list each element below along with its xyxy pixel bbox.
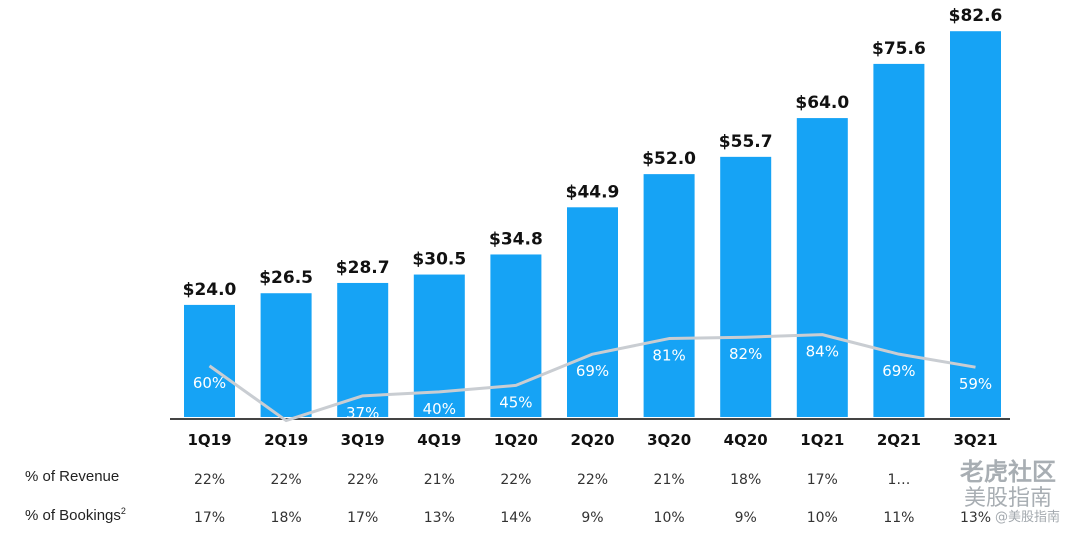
category-label: 3Q19 (341, 431, 385, 449)
table-cell: 18% (271, 510, 302, 526)
table-cell: 22% (577, 472, 608, 488)
row-label-revenue-text: % of Revenue (25, 468, 120, 485)
table-cell: 14% (500, 510, 531, 526)
table-cell: 1… (887, 472, 910, 488)
table-cell: 22% (500, 472, 531, 488)
row-label-bookings-sup: 2 (120, 506, 126, 516)
bar-value-label: $24.0 (183, 280, 237, 300)
table-cell: 21% (654, 472, 685, 488)
bar-value-label: $28.7 (336, 258, 390, 278)
table-cell: 17% (807, 472, 838, 488)
bar-value-label: $52.0 (642, 149, 696, 169)
bar (184, 304, 235, 417)
table-cell: 17% (347, 510, 378, 526)
line-series-group: 60% 18% 37% 40% 45% 69% 81% 82% 84% 69% 59% (193, 333, 992, 447)
table-cell: 9% (735, 510, 757, 526)
line-value-label: 69% (882, 362, 915, 380)
line-value-label: 60% (193, 374, 226, 392)
table-cell: 22% (194, 472, 225, 488)
line-value-label: 18% (269, 429, 302, 447)
line-value-label: 69% (576, 362, 609, 380)
table-cell: 22% (347, 472, 378, 488)
line-value-label: 45% (499, 393, 532, 411)
bar (720, 156, 772, 417)
row-label-bookings: % of Bookings2 (25, 506, 126, 524)
bar-value-label: $55.7 (719, 132, 773, 152)
table-cell: 18% (730, 472, 761, 488)
category-label: 4Q20 (724, 431, 768, 449)
table-cells: 22% 22% 22% 21% 22% 22% 21% 18% 17% 1… 17% 18% 17% 13… (194, 472, 991, 526)
bar-value-label: $30.5 (412, 250, 466, 270)
table-cell: 21% (424, 472, 455, 488)
table-cell: 13% (424, 510, 455, 526)
table-cell: 10% (654, 510, 685, 526)
line-value-label: 84% (806, 343, 839, 361)
bar-value-label: $34.8 (489, 229, 543, 249)
category-label: 1Q20 (494, 431, 538, 449)
category-label: 3Q21 (953, 431, 997, 449)
line-value-label: 59% (959, 375, 992, 393)
category-label: 1Q21 (800, 431, 844, 449)
table-cell: 11% (883, 510, 914, 526)
watermark-sub: 美股指南 (963, 486, 1052, 511)
bar-value-label: $44.9 (566, 182, 620, 202)
category-label: 3Q20 (647, 431, 691, 449)
line-series (208, 333, 976, 423)
watermark-main: 老虎社区 (960, 458, 1056, 486)
table-cell: 17% (194, 510, 225, 526)
row-label-bookings-text: % of Bookings (25, 507, 121, 524)
table-cell: 13% (960, 510, 991, 526)
row-label-revenue: % of Revenue (25, 468, 119, 485)
category-label: 2Q19 (264, 431, 308, 449)
table-cell: 22% (271, 472, 302, 488)
bar (643, 174, 695, 417)
category-label: 2Q21 (877, 431, 921, 449)
bar (796, 118, 848, 418)
bar (260, 293, 312, 417)
bar (950, 31, 1001, 417)
line-value-label: 81% (652, 347, 685, 365)
table-cell: 10% (807, 510, 838, 526)
category-label: 2Q20 (570, 431, 614, 449)
bar (567, 207, 618, 417)
bar-value-label: $26.5 (259, 268, 313, 288)
watermark-small: @美股指南 (994, 510, 1060, 525)
line-value-label: 40% (423, 400, 456, 418)
line-value-label: 82% (729, 345, 762, 363)
category-label: 4Q19 (417, 431, 461, 449)
bar-value-label: $75.6 (872, 39, 926, 59)
bar-value-label: $82.6 (949, 6, 1003, 26)
bar-value-label: $64.0 (795, 93, 849, 113)
category-labels: 1Q19 2Q19 3Q19 4Q19 1Q20 2Q20 3Q20 4Q20 1Q21 2Q21… (187, 431, 997, 449)
line-value-label: 37% (346, 404, 379, 422)
category-label: 1Q19 (187, 431, 231, 449)
bar (413, 274, 465, 417)
table-cell: 9% (581, 510, 603, 526)
bar (490, 254, 542, 417)
